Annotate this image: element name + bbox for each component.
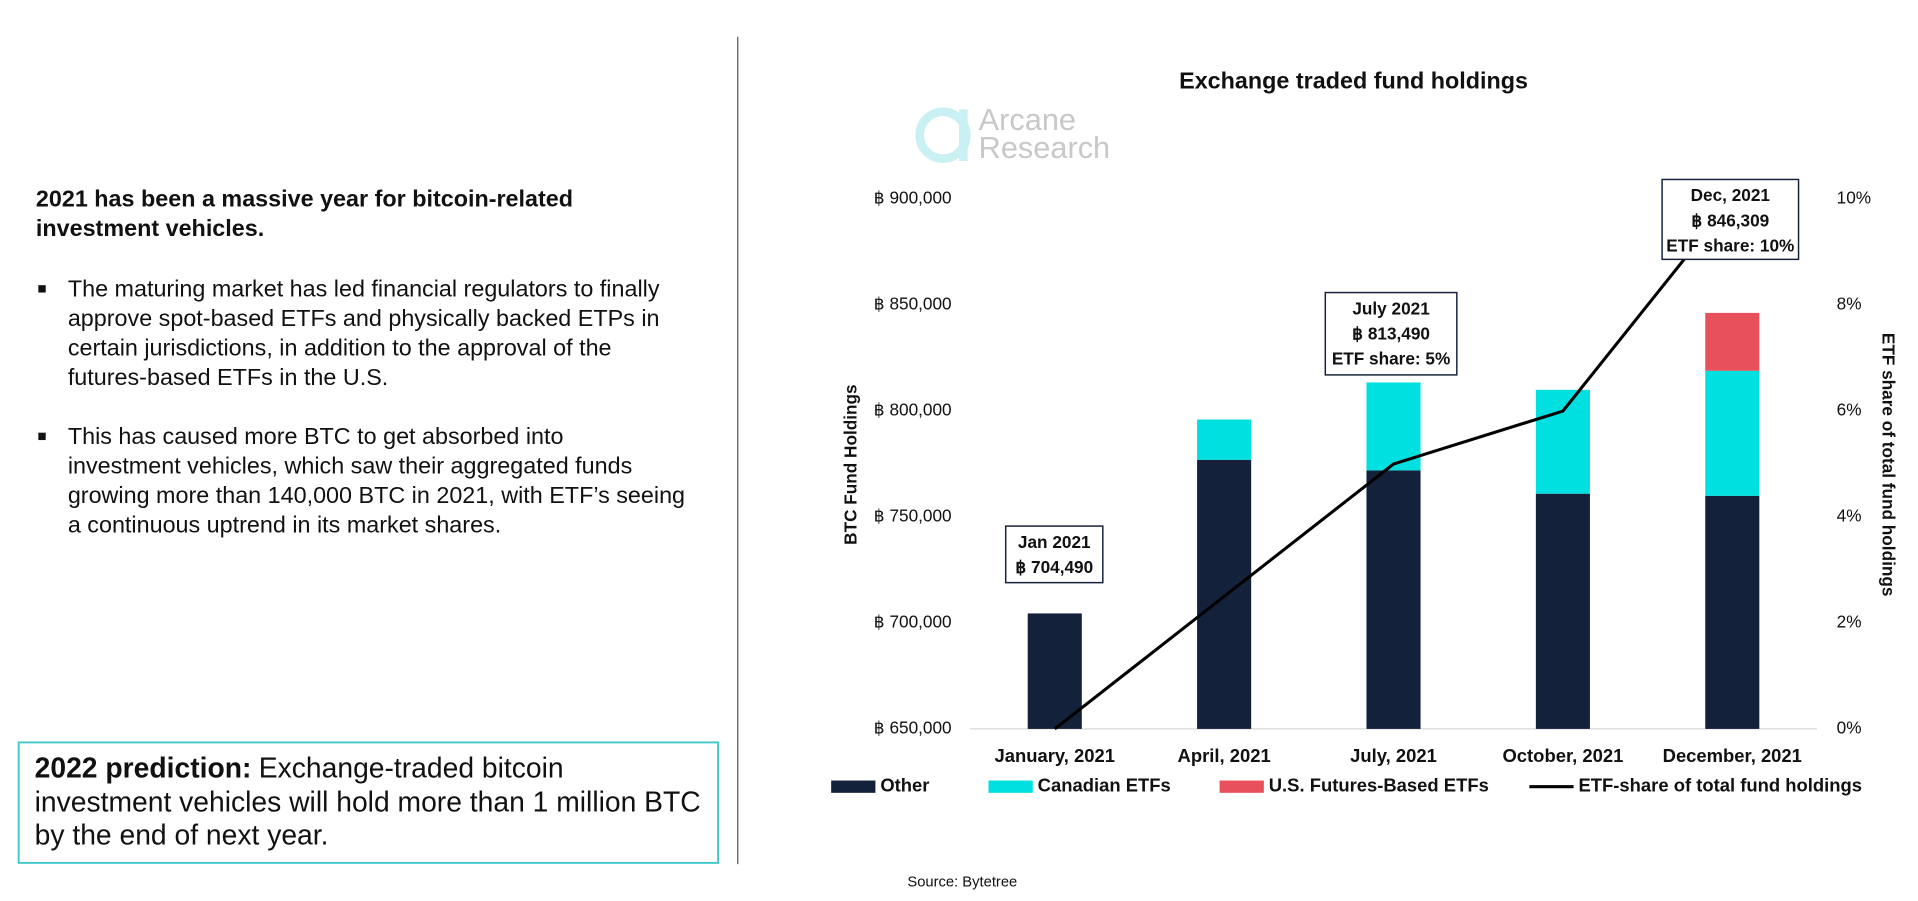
bullet-text: a continuous uptrend in its market share… (68, 511, 501, 537)
legend-swatch (831, 780, 876, 793)
legend-swatch (988, 780, 1033, 793)
legend-label: Canadian ETFs (1038, 775, 1171, 796)
annotation-box (1324, 291, 1458, 376)
y2-tick-label: 8% (1837, 294, 1862, 314)
y2-tick-label: 2% (1837, 612, 1862, 632)
annotation-text: Dec, 2021 (1691, 185, 1771, 205)
y-tick-label: ฿ 650,000 (874, 717, 952, 737)
bullet-text: investment vehicles, which saw their agg… (68, 452, 632, 478)
y-tick-label: ฿ 700,000 (874, 612, 952, 632)
watermark: Research (979, 130, 1110, 165)
bar-segment (1705, 370, 1760, 496)
legend-label: Other (880, 775, 929, 796)
bar-segment (1535, 493, 1590, 729)
x-tick-label: October, 2021 (1502, 745, 1623, 766)
prediction-text: 2022 prediction: Exchange-traded bitcoin (35, 752, 564, 784)
bullet (38, 432, 46, 441)
annotation-text: ETF share: 10% (1666, 236, 1794, 256)
annotation-box (1661, 178, 1800, 261)
legend-label: U.S. Futures-Based ETFs (1269, 775, 1489, 796)
y-tick-label: ฿ 850,000 (874, 294, 952, 314)
bullet-text: certain jurisdictions, in addition to th… (68, 334, 612, 360)
bar-segment (1366, 470, 1421, 729)
bar-segment (1535, 389, 1590, 494)
headline: 2021 has been a massive year for bitcoin… (36, 186, 573, 212)
prediction-label: 2022 prediction: (35, 752, 252, 784)
annotation-text: ฿ 704,490 (1015, 557, 1093, 577)
annotation-text: ฿ 846,309 (1691, 210, 1769, 230)
prediction-text: investment vehicles will hold more than … (35, 785, 701, 817)
bullet (38, 285, 46, 293)
bar-segment (1197, 459, 1252, 729)
y2-axis-title: ETF share of total fund holdings (1878, 333, 1898, 597)
annotation-text: ฿ 813,490 (1352, 324, 1430, 344)
y-tick-label: ฿ 750,000 (874, 506, 952, 526)
bullet-text: growing more than 140,000 BTC in 2021, w… (68, 482, 685, 508)
legend-swatch (1219, 780, 1264, 793)
y2-tick-label: 4% (1837, 506, 1862, 526)
line-series (1053, 198, 1734, 731)
x-tick-label: April, 2021 (1178, 745, 1271, 766)
bullet-text: approve spot-based ETFs and physically b… (68, 305, 660, 331)
watermark: Arcane (979, 102, 1076, 137)
legend-label: ETF-share of total fund holdings (1579, 775, 1862, 796)
prediction-box (17, 741, 719, 864)
headline: investment vehicles. (36, 215, 264, 241)
y2-tick-label: 6% (1837, 400, 1862, 420)
y-tick-label: ฿ 800,000 (874, 400, 952, 420)
bullet-text: futures-based ETFs in the U.S. (68, 364, 388, 390)
prediction-line: Exchange-traded bitcoin (259, 752, 564, 784)
annotation-box (1004, 525, 1104, 584)
bar-segment (1705, 312, 1760, 371)
chart-title: Exchange traded fund holdings (1179, 68, 1528, 94)
y2-tick-label: 10% (1837, 188, 1871, 208)
source: Source: Bytetree (907, 874, 1017, 890)
logo-icon (959, 109, 968, 162)
bar-segment (1197, 419, 1252, 460)
bar-segment (1027, 613, 1082, 729)
annotation-text: July 2021 (1352, 298, 1430, 318)
y-axis-title: BTC Fund Holdings (841, 384, 861, 544)
prediction-text: by the end of next year. (35, 819, 329, 851)
x-tick-label: December, 2021 (1663, 745, 1802, 766)
bar-segment (1705, 495, 1760, 729)
bullet-text: The maturing market has led financial re… (68, 275, 660, 301)
bullet-text: This has caused more BTC to get absorbed… (68, 423, 564, 449)
y-tick-label: ฿ 900,000 (874, 188, 952, 208)
annotation-text: ETF share: 5% (1332, 349, 1450, 369)
bar-segment (1366, 382, 1421, 471)
x-tick-label: July, 2021 (1350, 745, 1437, 766)
x-tick-label: January, 2021 (994, 745, 1115, 766)
y2-tick-label: 0% (1837, 717, 1862, 737)
annotation-text: Jan 2021 (1018, 532, 1091, 552)
